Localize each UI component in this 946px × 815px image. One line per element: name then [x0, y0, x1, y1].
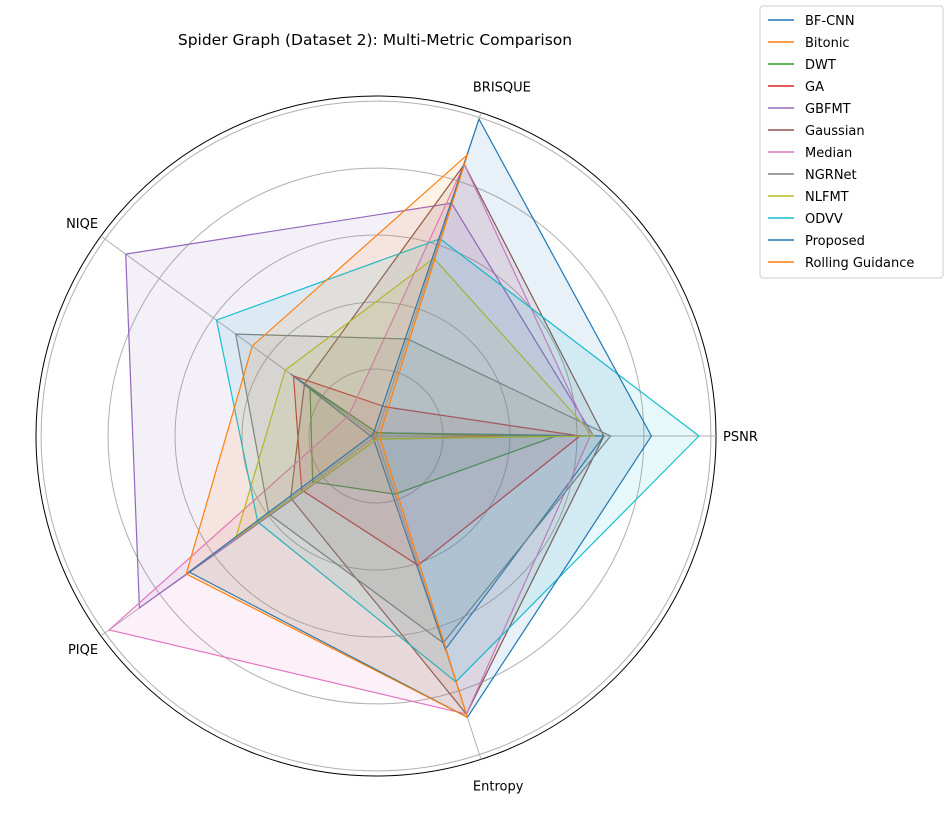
axis-label-entropy: Entropy [473, 779, 524, 794]
radar-series [107, 117, 700, 719]
chart-title: Spider Graph (Dataset 2): Multi-Metric C… [178, 31, 572, 49]
axis-label-piqe: PIQE [68, 643, 98, 658]
legend-label: ODVV [805, 212, 843, 227]
series-median [107, 162, 591, 715]
axis-label-psnr: PSNR [723, 430, 758, 445]
legend-label: Proposed [805, 234, 865, 249]
series-gaussian [290, 163, 605, 716]
legend-label: Rolling Guidance [805, 256, 914, 271]
legend-label: BF-CNN [805, 14, 855, 29]
series-nlfmt [234, 257, 595, 540]
axis-labels: PSNR BRISQUE NIQE PIQE Entropy [66, 81, 758, 795]
axis-label-niqe: NIQE [66, 217, 98, 232]
legend-label: NLFMT [805, 190, 849, 205]
legend: BF-CNN Bitonic DWT GA GBFMT Gaussian Median NGR… [759, 5, 944, 279]
legend-label: NGRNet [805, 168, 857, 183]
legend-label: GA [805, 80, 824, 95]
series-proposed [187, 117, 653, 719]
series-odvv [215, 238, 700, 683]
grid-spoke [100, 235, 377, 437]
series-ngrnet [234, 333, 612, 644]
legend-label: DWT [805, 58, 836, 73]
legend-label: Median [805, 146, 852, 161]
series-ga [292, 375, 582, 567]
series-rolling-guidance [185, 152, 469, 719]
axis-label-brisque: BRISQUE [473, 81, 531, 96]
legend-label: GBFMT [805, 102, 851, 117]
legend-box [759, 5, 944, 279]
legend-label: Bitonic [805, 36, 850, 51]
legend-label: Gaussian [805, 124, 865, 139]
series-dwt [309, 386, 557, 495]
